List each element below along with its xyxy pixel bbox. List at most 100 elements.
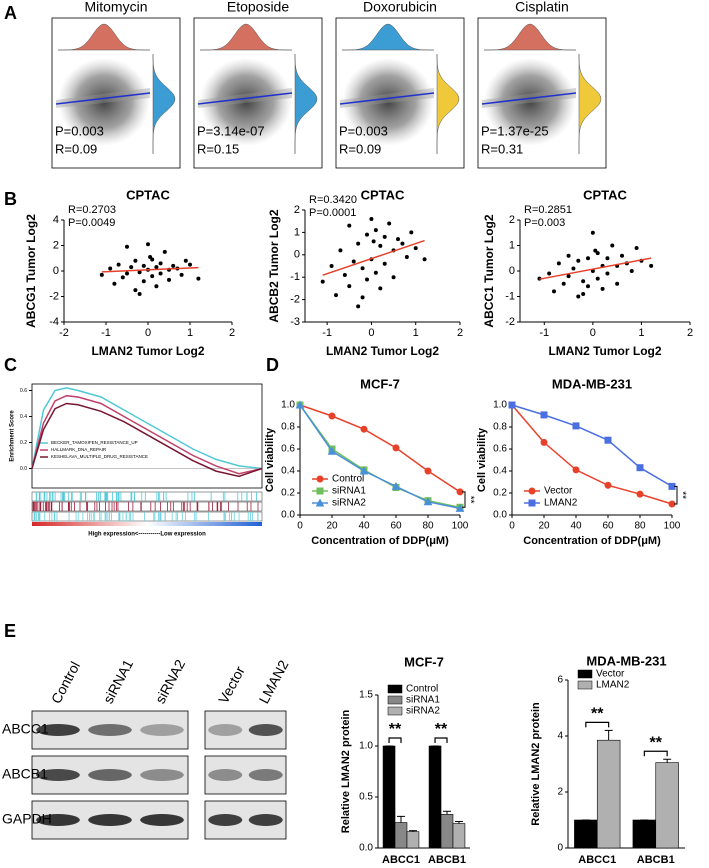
x-tick-label: 1 [638,327,644,339]
point [572,466,580,474]
annotation: ** [389,721,402,738]
y-tick-label: 1.0 [359,741,373,752]
legend-label: Vector [596,669,625,680]
point [179,272,184,277]
point [338,248,343,253]
legend-marker [315,498,325,507]
y-tick-label: 0 [509,265,515,277]
annotation: R=0.3420 [309,194,357,206]
hit-row [31,491,263,502]
annotation: R=0.15 [197,141,239,156]
point [540,438,548,446]
series-line [299,404,461,493]
row-label: GAPDH [2,811,52,827]
panel-label: C [4,355,17,375]
legend-label: siRNA2 [406,706,440,717]
blot-band [140,769,184,781]
y-tick-label: 0.2 [20,440,27,446]
point [108,266,113,271]
point [552,289,556,294]
y-tick-label: -1 [505,290,515,302]
series-line [299,404,461,509]
point [154,284,159,289]
chart-title: MCF-7 [360,376,400,391]
y-axis-label: Enrichment Score [10,410,16,462]
point [351,259,356,264]
point [356,241,361,246]
chart-title: CPTAC [583,187,627,202]
series-line [511,404,673,505]
legend-label: siRNA1 [332,486,366,497]
x-tick-label: 2 [457,327,463,339]
legend-label: siRNA1 [406,695,440,706]
y-tick-label: 0.0 [281,510,295,521]
point [146,242,150,247]
blot-band [140,814,184,826]
y-tick-label: 1 [509,239,515,251]
x-tick-label: 60 [390,521,402,532]
legend-label: LMAN2 [596,680,630,691]
point [365,232,369,237]
annotation: R=0.09 [55,141,97,156]
point [424,467,432,475]
point [329,264,334,268]
x-tick-label: -1 [322,327,332,339]
point [158,261,163,266]
point [649,263,654,268]
point [600,286,605,291]
top-density [58,23,150,51]
lane-label: LMAN2 [256,657,292,706]
point-cloud [342,58,434,146]
y-tick-label: 0.8 [493,422,507,433]
x-tick-label: 60 [602,521,614,532]
significance-bracket [674,485,678,505]
y-tick-label: 2 [557,787,563,798]
point [572,422,580,430]
blot-band [248,769,283,781]
point [605,256,610,261]
point [422,257,427,262]
top-density [484,23,576,51]
chart-title: MCF-7 [404,654,444,669]
point [455,503,465,512]
point-cloud [58,58,150,146]
annotation: R=0.31 [481,141,523,156]
plot-frame [31,383,263,489]
point [171,263,176,268]
point [508,401,516,409]
point [576,258,581,263]
point [334,293,338,298]
legend-label: BECKER_TAMOXIFEN_RESISTANCE_UP [51,440,138,445]
point [133,288,138,293]
fit-line [101,266,199,273]
blot-band [140,724,184,736]
point [382,234,387,239]
point [150,274,155,279]
x-axis-label: High expression<-----------Low expressio… [88,532,206,538]
point [116,262,121,267]
point [120,275,125,280]
panel-label: E [4,621,16,641]
point [141,279,146,284]
y-tick-label: 0.2 [493,488,507,499]
y-axis-label: Cell viability [476,427,488,492]
x-tick-label: 1 [413,327,419,339]
panel-label: D [266,355,279,375]
x-axis-label: LMAN2 Tumor Log2 [326,344,439,358]
point [404,255,409,260]
blot-band [208,814,243,826]
point [99,272,104,277]
annotation: ** [591,706,604,723]
point-cloud [200,58,292,146]
point [141,263,146,268]
legend-marker [316,475,324,483]
point [183,258,188,263]
lane-label: Control [48,659,83,706]
point [167,277,171,282]
annotation: ** [650,734,663,751]
y-tick-label: 2 [53,239,59,251]
chart-title: MDA-MB-231 [586,653,666,668]
side-density [294,54,318,154]
legend-label: KESHELAVA_MULTIPLE_DRUG_RESISTANCE [51,454,148,459]
point [137,291,142,296]
